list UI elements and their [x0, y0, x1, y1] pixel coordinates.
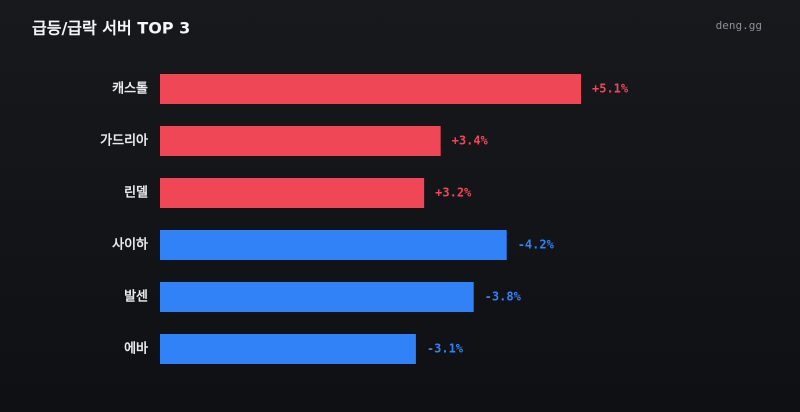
- value-label: +3.4%: [452, 134, 489, 148]
- value-label: +5.1%: [592, 82, 629, 96]
- chart-title: 급등/급락 서버 TOP 3: [32, 19, 190, 38]
- bar: [160, 178, 425, 208]
- value-label: -3.8%: [485, 290, 522, 304]
- bar: [160, 334, 416, 364]
- bar: [160, 282, 474, 312]
- category-label: 캐스톨: [112, 81, 148, 97]
- source: deng.gg: [716, 19, 762, 32]
- value-label: +3.2%: [435, 186, 472, 200]
- value-label: -4.2%: [518, 238, 555, 252]
- category-label: 린델: [124, 185, 148, 201]
- bar: [160, 74, 581, 104]
- category-label: 사이하: [112, 237, 148, 253]
- bar: [160, 126, 441, 156]
- value-label: -3.1%: [427, 342, 464, 356]
- category-label: 에바: [124, 341, 148, 357]
- category-label: 발센: [124, 289, 148, 305]
- bar: [160, 230, 507, 260]
- category-label: 가드리아: [100, 133, 148, 149]
